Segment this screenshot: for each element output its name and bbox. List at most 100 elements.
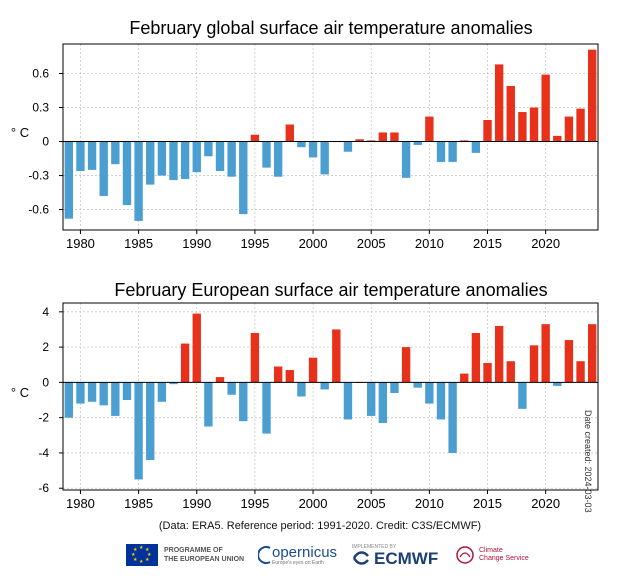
x-tick-label: 1985 <box>124 236 153 251</box>
c3s-emblem-icon <box>456 546 474 564</box>
bar-1998 <box>285 124 294 142</box>
y-tick-label: 2 <box>42 340 49 354</box>
bar-2015 <box>483 362 492 383</box>
bar-2024 <box>587 324 597 383</box>
c3s-text-line1: Climate <box>479 547 503 554</box>
bar-2020 <box>541 74 550 142</box>
eu-flag-icon: ★ ★ ★ ★ ★ ★ ★ ★ <box>126 544 158 566</box>
y-axis-label-global: ° C <box>11 125 29 140</box>
x-tick-label: 2020 <box>531 236 560 251</box>
bar-2023 <box>576 108 585 142</box>
copernicus-c-icon <box>258 546 271 564</box>
bar-1988 <box>169 141 178 181</box>
x-tick-label: 1980 <box>66 236 95 251</box>
bar-2022 <box>564 116 574 142</box>
x-tick-label: 2005 <box>357 496 386 511</box>
global-anomaly-chart: February global surface air temperature … <box>11 18 599 251</box>
bar-1997 <box>273 141 283 177</box>
bar-2008 <box>401 141 411 178</box>
bar-1990 <box>192 313 201 383</box>
ecmwf-swirl-icon <box>352 551 369 565</box>
bar-2006 <box>378 132 388 142</box>
bar-2017 <box>506 85 515 142</box>
x-tick-label: 1995 <box>240 236 269 251</box>
bar-2021 <box>553 135 562 142</box>
bar-2005 <box>367 140 376 142</box>
bar-1991 <box>204 141 213 157</box>
bar-2014 <box>471 141 481 153</box>
bar-1982 <box>99 382 108 406</box>
bar-2001 <box>320 382 329 390</box>
plot-frame <box>62 43 599 231</box>
bar-1994 <box>239 382 248 422</box>
y-axis-label-europe: ° C <box>11 385 29 400</box>
x-tick-label: 2015 <box>473 496 502 511</box>
bar-2020 <box>541 324 550 383</box>
bar-1995 <box>250 332 260 383</box>
bar-2013 <box>460 373 469 383</box>
bar-2017 <box>506 361 515 383</box>
bar-1987 <box>157 141 167 176</box>
bar-2023 <box>576 361 585 383</box>
bar-2019 <box>529 345 539 383</box>
bar-1989 <box>180 343 190 383</box>
bar-1983 <box>111 141 120 165</box>
x-tick-label: 2005 <box>357 236 386 251</box>
c3s-text-line2: Change Service <box>479 555 529 562</box>
x-tick-label: 2000 <box>299 496 328 511</box>
y-tick-label: 0 <box>42 375 49 389</box>
bar-2012 <box>448 141 457 162</box>
x-tick-label: 1980 <box>66 496 95 511</box>
bar-1998 <box>285 370 294 383</box>
x-tick-label: 1990 <box>182 496 211 511</box>
ecmwf-logo: IMPLEMENTED BY ECMWF <box>352 538 438 572</box>
bar-1984 <box>122 141 132 206</box>
plot-frame <box>62 302 599 491</box>
bar-2007 <box>390 132 399 142</box>
bar-1983 <box>111 382 120 416</box>
y-tick-label: -0.6 <box>28 203 49 217</box>
europe-anomaly-chart: February European surface air temperatur… <box>11 280 599 511</box>
bar-1995 <box>250 134 260 142</box>
bar-2010 <box>425 382 434 404</box>
copernicus-wordmark: opernicus <box>272 543 338 561</box>
x-tick-label: 1990 <box>182 236 211 251</box>
charts-area: February global surface air temperature … <box>11 18 599 511</box>
bar-1979 <box>64 141 74 219</box>
bar-1981 <box>87 382 97 402</box>
y-tick-label: 0.6 <box>32 66 49 80</box>
x-tick-label: 2010 <box>415 236 444 251</box>
y-tick-label: 0 <box>42 135 49 149</box>
x-tick-label: 1985 <box>124 496 153 511</box>
bar-1985 <box>134 382 143 480</box>
bar-2001 <box>320 141 329 175</box>
y-tick-label: -4 <box>38 446 49 460</box>
copernicus-tagline: Europe's eyes on Earth <box>272 559 324 566</box>
bar-2006 <box>378 382 388 423</box>
bar-1984 <box>122 382 132 401</box>
bar-2015 <box>483 119 492 142</box>
bar-1986 <box>146 382 155 461</box>
bar-1992 <box>215 141 225 172</box>
bar-1993 <box>227 141 236 177</box>
bar-1985 <box>134 141 143 221</box>
bar-1980 <box>76 382 85 404</box>
y-tick-label: 0.3 <box>32 101 49 115</box>
eu-text-line2: THE EUROPEAN UNION <box>164 556 245 563</box>
x-tick-label: 1995 <box>240 496 269 511</box>
bar-2005 <box>367 382 376 416</box>
bar-1996 <box>262 382 271 434</box>
x-tick-label: 2020 <box>531 496 560 511</box>
bar-2004 <box>355 139 364 142</box>
chart-title-europe: February European surface air temperatur… <box>114 280 547 300</box>
x-tick-label: 2000 <box>299 236 328 251</box>
bar-2000 <box>308 141 318 158</box>
bar-2011 <box>436 141 446 162</box>
bar-1982 <box>99 141 108 196</box>
x-tick-label: 2010 <box>415 496 444 511</box>
bar-2002 <box>332 329 341 383</box>
bar-1991 <box>204 382 213 427</box>
bar-2000 <box>308 357 318 383</box>
bar-2016 <box>494 64 504 142</box>
bar-2018 <box>518 112 527 142</box>
